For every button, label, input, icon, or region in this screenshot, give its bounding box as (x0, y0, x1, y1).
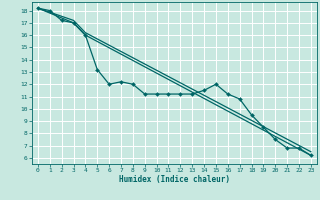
X-axis label: Humidex (Indice chaleur): Humidex (Indice chaleur) (119, 175, 230, 184)
